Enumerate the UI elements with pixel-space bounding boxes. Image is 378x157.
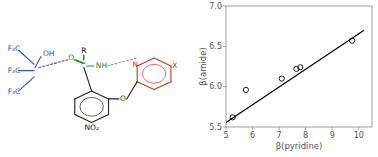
- x-tick: [226, 127, 227, 130]
- y-tick-label: 7.0: [209, 2, 222, 11]
- x-tick-label: 10: [354, 131, 364, 140]
- bond: [76, 60, 85, 64]
- bond: [108, 99, 109, 115]
- bond: [84, 68, 92, 92]
- structure: [19, 50, 171, 122]
- y-tick-label: 6.5: [209, 42, 222, 51]
- structure-label: R: [81, 46, 86, 55]
- x-tick: [305, 127, 306, 130]
- fit-line: [226, 30, 364, 122]
- bond: [83, 55, 84, 60]
- scatter-point: [230, 115, 235, 120]
- bond: [87, 65, 94, 66]
- scatter-point: [298, 65, 303, 70]
- x-tick: [252, 127, 253, 130]
- bond: [19, 77, 35, 91]
- scatter-point: [243, 87, 248, 92]
- aromatic-ring: [80, 97, 103, 116]
- scatter-point: [349, 38, 354, 43]
- structure-label: NO₂: [84, 123, 99, 132]
- structure-label: X: [172, 61, 177, 70]
- structure-label: OH: [43, 49, 55, 58]
- scatter-point: [279, 76, 284, 81]
- bond: [127, 82, 137, 99]
- structure-label: N: [132, 60, 138, 69]
- x-tick-label: 6: [250, 131, 255, 140]
- structure-label: F₃C: [8, 66, 21, 75]
- structure-label: F₃C: [8, 44, 21, 53]
- y-tick: [223, 127, 226, 128]
- x-tick-label: 9: [330, 131, 335, 140]
- x-tick-label: 7: [277, 131, 282, 140]
- structure-label: NH: [96, 61, 107, 70]
- bond: [74, 99, 75, 115]
- aromatic-ring: [142, 64, 165, 83]
- h-bond: [39, 60, 68, 68]
- x-axis-label: β(pyridine): [276, 141, 323, 151]
- bond: [35, 57, 41, 68]
- x-tick-label: 8: [303, 131, 308, 140]
- bond: [109, 98, 119, 99]
- structure-label: O: [120, 94, 126, 103]
- y-tick: [223, 46, 226, 47]
- bond: [19, 50, 35, 64]
- y-tick: [223, 86, 226, 87]
- structure-label: F₃C: [8, 87, 21, 96]
- x-tick: [332, 127, 333, 130]
- x-tick: [279, 127, 280, 130]
- bond: [19, 70, 35, 71]
- y-tick-label: 5.5: [209, 123, 222, 132]
- y-tick-label: 6.0: [209, 82, 222, 91]
- y-axis-label: β(amide): [198, 47, 208, 86]
- plot-area: [226, 30, 364, 122]
- chart: F₃CF₃CF₃COHRONHNO₂ONX56789105.56.06.57.0…: [0, 0, 378, 157]
- y-tick: [223, 6, 226, 7]
- x-tick-label: 5: [223, 131, 228, 140]
- structure-label: O: [68, 53, 74, 62]
- x-tick: [358, 127, 359, 130]
- plot-frame: [226, 6, 372, 127]
